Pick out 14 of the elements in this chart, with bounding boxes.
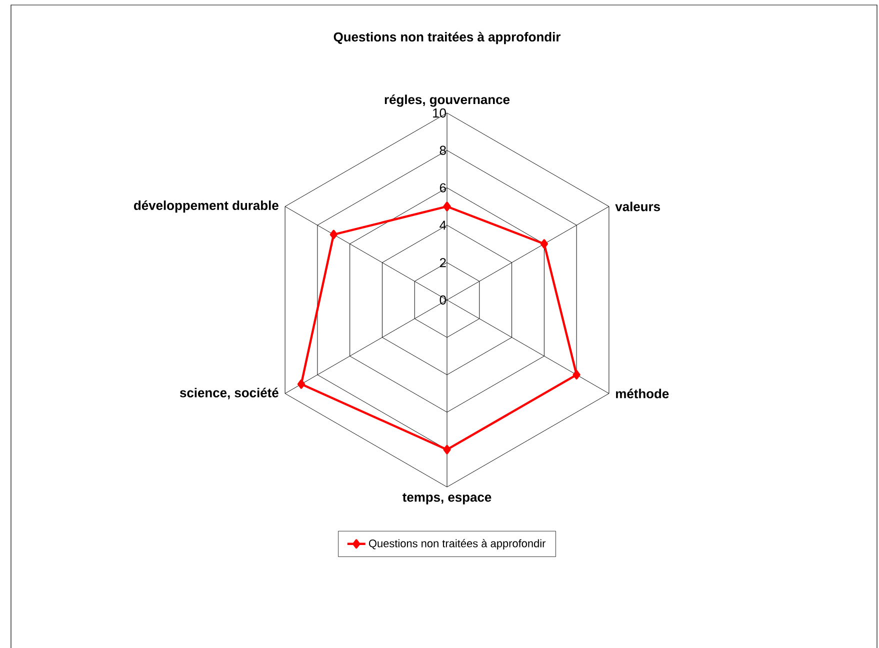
y-tick-label: 4 (440, 220, 446, 230)
chart-title: Questions non traitées à approfondir (334, 32, 561, 44)
y-tick-label: 2 (440, 258, 446, 267)
spoke-label: temps, espace (402, 493, 492, 504)
spoke-label: valeurs (615, 202, 660, 212)
spoke-label: régles, gouvernance (384, 94, 510, 107)
spoke-label: développement durable (134, 200, 278, 212)
y-tick-label: 6 (440, 183, 446, 192)
y-tick-label: 0 (440, 295, 446, 304)
legend-label: Questions non traitées à approfondir (368, 539, 546, 550)
y-tick-label: 10 (433, 108, 446, 118)
y-tick-label: 8 (440, 146, 446, 155)
spoke-label: science, société (180, 388, 278, 400)
spoke-label: méthode (616, 388, 669, 398)
